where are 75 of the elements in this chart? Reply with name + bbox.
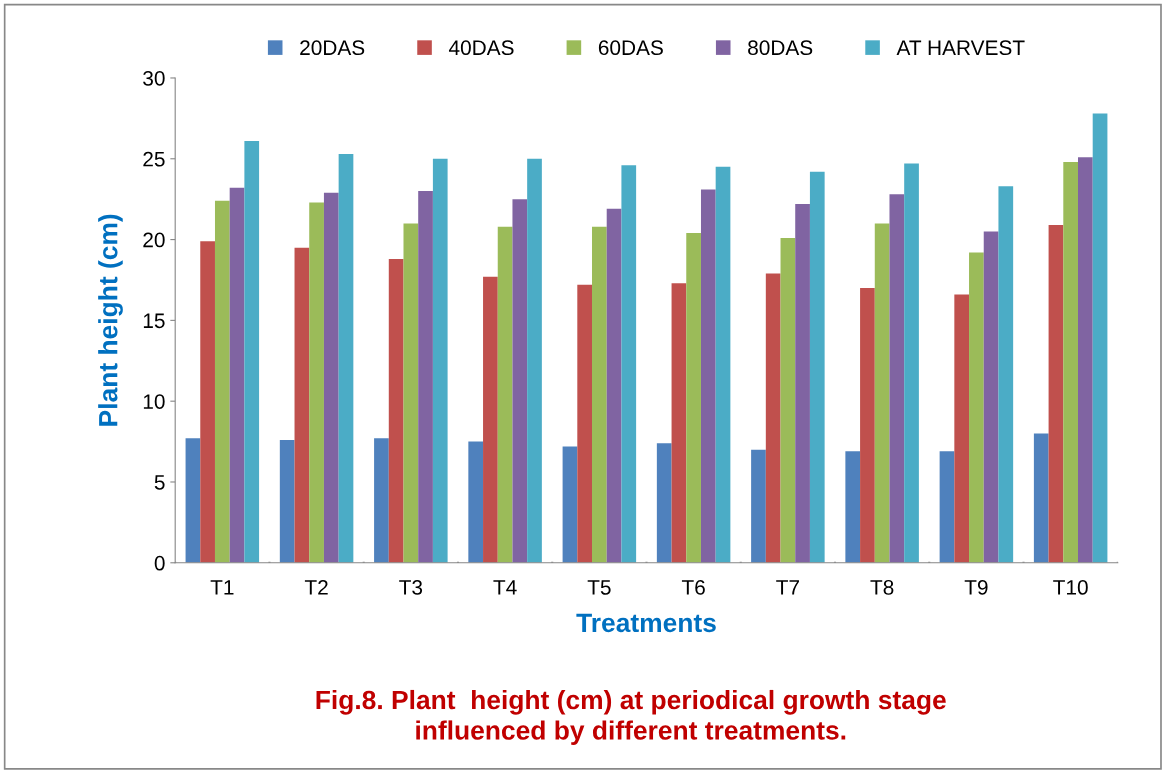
bar (294, 247, 310, 563)
bar (874, 223, 890, 563)
bar (185, 438, 201, 563)
bar (860, 288, 875, 563)
bar (889, 194, 905, 563)
bar (483, 276, 498, 563)
y-axis-title: Plant height (cm) (98, 214, 123, 426)
bar (998, 186, 1014, 563)
bar (1063, 162, 1078, 563)
bar (527, 158, 542, 563)
bar (1033, 433, 1049, 563)
legend-label: AT HARVEST (896, 40, 1025, 56)
x-tick-label: T4 (493, 580, 517, 595)
bar (671, 283, 687, 563)
y-tick-label: 15 (143, 313, 165, 329)
bar (468, 441, 484, 563)
bar (338, 153, 354, 563)
y-tick-label: 30 (143, 70, 165, 86)
bar (954, 294, 970, 563)
bar (809, 171, 825, 563)
bar (715, 166, 731, 563)
bar (214, 200, 230, 563)
bar (939, 451, 955, 563)
bar (418, 191, 433, 563)
bar (606, 208, 622, 563)
bar (700, 189, 716, 563)
legend-label: 60DAS (598, 40, 663, 56)
bar (621, 165, 637, 563)
bar (969, 252, 984, 563)
bar (656, 443, 672, 563)
x-tick-label: T8 (870, 580, 894, 595)
bar (309, 202, 324, 563)
x-tick-label: T9 (964, 580, 988, 595)
y-tick-label: 25 (143, 151, 165, 167)
bar (497, 226, 513, 563)
bar (983, 231, 999, 563)
bar (780, 237, 796, 563)
bar (795, 204, 810, 563)
x-tick-label: T1 (210, 580, 234, 595)
y-tick-label: 0 (154, 555, 165, 571)
bar (686, 233, 701, 563)
text: Fig.8. Plant height (cm) at periodical growth stage influenced by different treatments. (316, 689, 946, 745)
bar (244, 141, 260, 563)
bar (1092, 113, 1108, 563)
bar (323, 192, 339, 563)
x-tick-label: T7 (776, 580, 799, 595)
bar (751, 449, 766, 563)
legend-label: 20DAS (300, 40, 365, 56)
bar (200, 241, 215, 563)
bar (432, 158, 448, 563)
y-tick-label: 20 (143, 232, 165, 248)
bar (229, 187, 245, 563)
bar (388, 258, 404, 563)
x-tick-label: T10 (1053, 580, 1088, 595)
bar (904, 163, 919, 563)
bar (1048, 225, 1064, 563)
bar (374, 438, 389, 563)
x-tick-label: T6 (681, 580, 705, 595)
x-tick-label: T2 (304, 580, 328, 595)
bar (403, 223, 419, 563)
bar (765, 273, 781, 563)
y-tick-label: 5 (154, 475, 165, 490)
legend-label: 80DAS (748, 40, 813, 56)
y-tick-label: 10 (143, 394, 165, 409)
x-tick-label: T3 (399, 580, 423, 595)
bar (577, 284, 593, 563)
bar (279, 439, 295, 563)
x-tick-label: T5 (587, 580, 611, 595)
bar (592, 226, 607, 563)
bar (1078, 157, 1093, 563)
bar (512, 199, 528, 563)
bar (845, 451, 861, 563)
bar (562, 446, 578, 563)
legend-label: 40DAS (448, 40, 514, 56)
x-axis-title: Treatments (576, 613, 716, 633)
